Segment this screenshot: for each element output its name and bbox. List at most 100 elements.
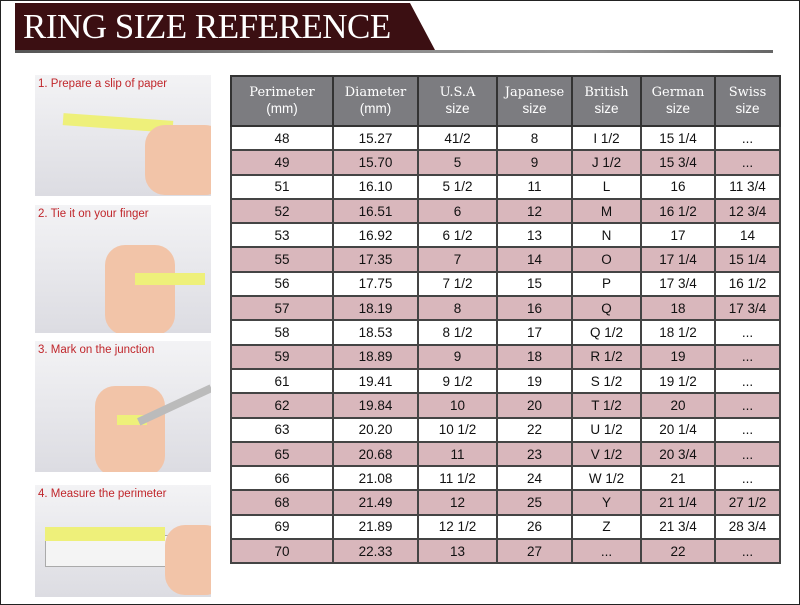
table-cell: 21 1/4: [640, 489, 716, 516]
table-cell: 51: [230, 173, 334, 200]
table-row: 63 20.20 10 1/2 22 U 1/2 20 1/4...: [230, 416, 781, 443]
table-cell: 16.51: [332, 197, 419, 225]
table-cell: 20.20: [332, 416, 419, 443]
paper-strip-image: [135, 273, 205, 285]
table-cell: ...: [714, 440, 781, 468]
table-cell: 10 1/2: [417, 416, 498, 443]
table-row: 59 18.89 9 18 R 1/2 19...: [230, 343, 781, 370]
divider: [15, 50, 773, 53]
table-cell: 7: [417, 246, 498, 273]
table-row: 70 22.33 13 27... 22...: [230, 538, 781, 565]
table-cell: 68: [230, 489, 334, 516]
table-row: 66 21.08 11 1/2 24 W 1/2 21...: [230, 465, 781, 492]
step-panel-4: 4. Measure the perimeter: [35, 485, 211, 597]
header-label: Diameter: [344, 85, 407, 100]
table-row: 68 21.49 12 25 Y 21 1/4 27 1/2: [230, 489, 781, 516]
table-cell: 19: [640, 343, 716, 370]
table-cell: 17 1/4: [640, 246, 716, 273]
table-cell: 12: [417, 489, 498, 516]
table-cell: 12: [496, 197, 573, 225]
table-cell: 69: [230, 513, 334, 541]
hand-image: [145, 125, 211, 195]
table-cell: 27: [496, 538, 573, 565]
table-cell: 13: [417, 538, 498, 565]
table-cell: 6: [417, 197, 498, 225]
table-row: 61 19.41 9 1/2 19 S 1/2 19 1/2...: [230, 367, 781, 395]
table-cell: 62: [230, 392, 334, 419]
table-row: 69 21.89 12 1/2 26 Z 21 3/4 28 3/4: [230, 513, 781, 541]
table-cell: 15: [496, 270, 573, 298]
header-unit: size: [735, 101, 760, 116]
hand-image: [165, 525, 211, 595]
table-cell: 25: [496, 489, 573, 516]
table-row: 58 18.53 8 1/2 17 Q 1/2 18 1/2...: [230, 319, 781, 346]
header-unit: size: [522, 101, 547, 116]
table-row: 48 15.27 41/2 8 I 1/2 15 1/4...: [230, 124, 781, 152]
column-header: Perimeter (mm): [230, 75, 334, 127]
table-cell: 16.10: [332, 173, 419, 200]
table-cell: ...: [714, 343, 781, 370]
table-cell: ...: [714, 124, 781, 152]
header-unit: (mm): [359, 101, 392, 116]
table-cell: N: [571, 222, 642, 249]
table-cell: 11: [496, 173, 573, 200]
table-cell: 48: [230, 124, 334, 152]
table-cell: 6 1/2: [417, 222, 498, 249]
header-label: U.S.A: [439, 85, 476, 100]
header-unit: (mm): [266, 101, 298, 116]
table-cell: J 1/2: [571, 149, 642, 176]
step-panel-3: 3. Mark on the junction: [35, 341, 211, 472]
table-cell: 18.19: [332, 295, 419, 322]
table-cell: Z: [571, 513, 642, 541]
table-cell: 8: [496, 124, 573, 152]
table-cell: 19.41: [332, 367, 419, 395]
column-header: Diameter (mm): [332, 75, 419, 127]
table-cell: 49: [230, 149, 334, 176]
step-panel-2: 2. Tie it on your finger: [35, 205, 211, 333]
hand-image: [95, 386, 165, 472]
table-cell: 53: [230, 222, 334, 249]
table-row: 55 17.35 7 14 O 17 1/4 15 1/4: [230, 246, 781, 273]
table-cell: ...: [714, 538, 781, 565]
page-title: RING SIZE REFERENCE: [23, 7, 391, 46]
table-row: 49 15.70 5 9 J 1/2 15 3/4...: [230, 149, 781, 176]
table-cell: 18.53: [332, 319, 419, 346]
header-label: Japanese: [504, 85, 565, 100]
table-cell: 18 1/2: [640, 319, 716, 346]
table-cell: T 1/2: [571, 392, 642, 419]
table-cell: 10: [417, 392, 498, 419]
table-cell: 20: [496, 392, 573, 419]
table-cell: 14: [714, 222, 781, 249]
table-cell: 7 1/2: [417, 270, 498, 298]
ring-size-table: Perimeter (mm) Diameter (mm) U.S.A size Japane…: [230, 75, 781, 565]
table-cell: 26: [496, 513, 573, 541]
table-cell: 13: [496, 222, 573, 249]
table-cell: R 1/2: [571, 343, 642, 370]
table-cell: ...: [714, 367, 781, 395]
table-cell: 20 1/4: [640, 416, 716, 443]
table-cell: 8: [417, 295, 498, 322]
header-unit: size: [665, 101, 690, 116]
table-cell: 11 1/2: [417, 465, 498, 492]
table-cell: 20.68: [332, 440, 419, 468]
header-label: Perimeter: [249, 85, 315, 100]
table-cell: 12 3/4: [714, 197, 781, 225]
table-cell: 16: [496, 295, 573, 322]
table-cell: M: [571, 197, 642, 225]
table-cell: 17 3/4: [714, 295, 781, 322]
paper-strip-image: [117, 415, 147, 425]
table-cell: 19.84: [332, 392, 419, 419]
table-row: 53 16.92 6 1/2 13 N 17 14: [230, 222, 781, 249]
table-cell: ...: [714, 392, 781, 419]
table-cell: Q 1/2: [571, 319, 642, 346]
hand-image: [105, 245, 175, 333]
table-cell: 19: [496, 367, 573, 395]
table-cell: 20: [640, 392, 716, 419]
table-cell: 9 1/2: [417, 367, 498, 395]
table-cell: ...: [714, 149, 781, 176]
table-cell: 16 1/2: [714, 270, 781, 298]
header-label: Swiss: [728, 85, 767, 100]
table-cell: 65: [230, 440, 334, 468]
step-label: 1. Prepare a slip of paper: [38, 78, 168, 90]
table-cell: 17.75: [332, 270, 419, 298]
